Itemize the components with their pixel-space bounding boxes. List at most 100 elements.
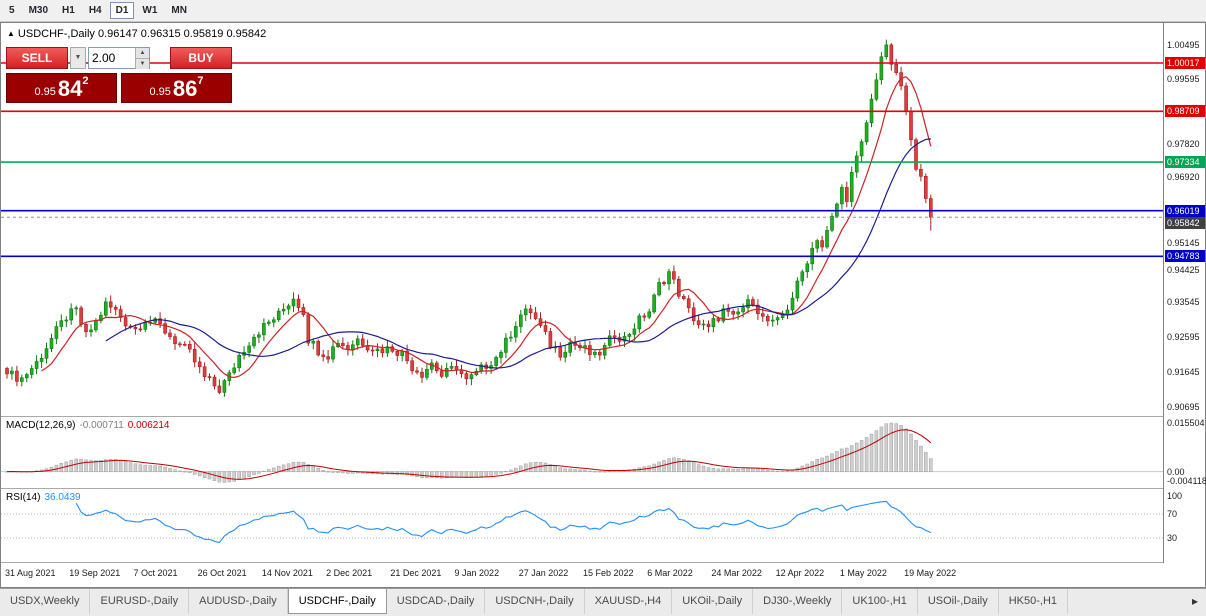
sell-price-display[interactable]: 0.95 84 2 — [6, 73, 117, 103]
macd-main-value: -0.000711 — [79, 420, 124, 431]
rsi-chart — [1, 500, 1163, 544]
tab-UK100-,H1[interactable]: UK100-,H1 — [842, 589, 918, 614]
volume-input[interactable] — [89, 48, 135, 68]
sell-price-pipette: 2 — [82, 75, 89, 87]
timeframe-button-W1[interactable]: W1 — [142, 5, 158, 16]
tab-scroll-right-icon[interactable]: ▸ — [1191, 594, 1198, 608]
buy-price-pipette: 7 — [197, 75, 204, 87]
tab-EURUSD-,Daily[interactable]: EURUSD-,Daily — [90, 589, 190, 614]
date-label: 1 May 2022 — [839, 568, 887, 578]
date-label: 21 Dec 2021 — [390, 568, 442, 578]
collapse-icon[interactable]: ▲ — [7, 29, 15, 38]
date-label: 9 Jan 2022 — [454, 568, 500, 578]
price-axis-label: 0.96920 — [1167, 172, 1200, 183]
price-axis-label: 1.00495 — [1167, 40, 1200, 51]
sell-button[interactable]: SELL — [6, 47, 68, 69]
sell-price-big-digits: 84 — [57, 76, 83, 101]
panel-separator[interactable] — [1, 416, 1205, 417]
rsi-header: RSI(14) 36.0439 — [6, 492, 81, 503]
timeframe-toolbar: 5 M30 H1 H4 D1 W1 MN — [0, 0, 1206, 22]
volume-increase-button[interactable]: ▲ — [135, 48, 149, 59]
rsi-axis-70: 70 — [1167, 509, 1178, 519]
date-label: 6 Mar 2022 — [647, 568, 693, 578]
date-label: 27 Jan 2022 — [518, 568, 569, 578]
timeframe-button-5[interactable]: 5 — [9, 5, 15, 16]
chart-title: ▲ USDCHF-,Daily 0.96147 0.96315 0.95819 0… — [7, 28, 266, 40]
price-chart-panel[interactable]: ▲ USDCHF-,Daily 0.96147 0.96315 0.95819 0… — [1, 23, 1163, 416]
tab-USDCHF-,Daily[interactable]: USDCHF-,Daily — [287, 589, 387, 614]
rsi-axis-30: 30 — [1167, 533, 1178, 543]
tab-XAUUSD-,H4[interactable]: XAUUSD-,H4 — [585, 589, 673, 614]
time-axis[interactable]: 31 Aug 2021 19 Sep 2021 7 Oct 2021 26 Oct 2… — [1, 563, 1163, 587]
rsi-panel[interactable]: RSI(14) 36.0439 — [1, 490, 1163, 562]
price-axis-label: 0.94425 — [1167, 264, 1200, 275]
macd-chart — [1, 422, 1163, 483]
macd-signal-value: 0.006214 — [127, 420, 170, 431]
price-badge-1.00017: 1.00017 — [1165, 57, 1205, 69]
price-axis-label: 0.99595 — [1167, 73, 1200, 84]
chevron-down-icon: ▼ — [74, 54, 82, 61]
macd-axis-min: -0.004118 — [1167, 476, 1206, 486]
rsi-label: RSI(14) — [6, 492, 41, 503]
tab-UKOil-,Daily[interactable]: UKOil-,Daily — [672, 589, 754, 614]
date-label: 19 May 2022 — [904, 568, 957, 578]
one-click-trading-panel: SELL ▼ ▲ ▼ BUY 0.95 84 2 — [6, 47, 232, 103]
date-label: 14 Nov 2021 — [261, 568, 313, 578]
timeframe-button-M30[interactable]: M30 — [28, 5, 49, 16]
price-badge-0.94783: 0.94783 — [1165, 250, 1205, 263]
macd-axis-max: 0.015504 — [1167, 418, 1205, 428]
date-label: 7 Oct 2021 — [133, 568, 178, 578]
price-axis-label: 0.90695 — [1167, 402, 1200, 413]
buy-price-big-digits: 86 — [172, 76, 198, 101]
volume-dropdown-button[interactable]: ▼ — [70, 47, 86, 69]
buy-button[interactable]: BUY — [170, 47, 232, 69]
timeframe-button-H4[interactable]: H4 — [88, 5, 102, 16]
panel-separator — [1, 562, 1205, 563]
price-axis-label: 0.92595 — [1167, 332, 1200, 343]
price-badge-0.98709: 0.98709 — [1165, 105, 1205, 118]
buy-price-prefix: 0.95 — [149, 86, 171, 98]
tab-USDCAD-,Daily[interactable]: USDCAD-,Daily — [387, 589, 486, 614]
tab-HK50-,H1[interactable]: HK50-,H1 — [999, 589, 1069, 614]
volume-spinbox: ▲ ▼ — [88, 47, 150, 69]
tab-USDCNH-,Daily[interactable]: USDCNH-,Daily — [485, 589, 585, 614]
date-label: 15 Feb 2022 — [582, 568, 634, 578]
date-label: 12 Apr 2022 — [775, 568, 825, 578]
price-badge-0.95842: 0.95842 — [1165, 216, 1205, 229]
candlestick-chart — [1, 39, 1163, 397]
tab-USDX,Weekly[interactable]: USDX,Weekly — [0, 589, 91, 614]
sell-price-prefix: 0.95 — [34, 86, 56, 98]
volume-decrease-button[interactable]: ▼ — [135, 59, 149, 69]
tab-USOil-,Daily[interactable]: USOil-,Daily — [918, 589, 999, 614]
tab-AUDUSD-,Daily[interactable]: AUDUSD-,Daily — [189, 589, 288, 614]
price-axis-label: 0.97820 — [1167, 139, 1200, 150]
chart-symbol-label: USDCHF-,Daily — [17, 28, 95, 40]
rsi-value: 36.0439 — [44, 492, 81, 503]
rsi-axis-100: 100 — [1167, 491, 1183, 501]
macd-panel[interactable]: MACD(12,26,9) -0.000711 0.006214 — [1, 418, 1163, 488]
chart-tab-bar: USDX,Weekly EURUSD-,Daily AUDUSD-,Daily USD… — [0, 588, 1206, 616]
volume-stepper: ▲ ▼ — [135, 48, 149, 69]
macd-header: MACD(12,26,9) -0.000711 0.006214 — [6, 420, 169, 431]
timeframe-button-D1[interactable]: D1 — [109, 2, 135, 19]
tab-DJ30-,Weekly[interactable]: DJ30-,Weekly — [753, 589, 843, 614]
date-label: 26 Oct 2021 — [197, 568, 247, 578]
date-label: 19 Sep 2021 — [69, 568, 121, 578]
price-axis-label: 0.91645 — [1167, 367, 1200, 378]
panel-separator[interactable] — [1, 488, 1205, 489]
macd-label: MACD(12,26,9) — [6, 420, 76, 431]
date-label: 24 Mar 2022 — [711, 568, 762, 578]
macd-axis-zero: 0.00 — [1167, 466, 1185, 477]
date-label: 31 Aug 2021 — [5, 568, 56, 578]
timeframe-button-MN[interactable]: MN — [171, 5, 187, 16]
chart-ohlc-values: 0.96147 0.96315 0.95819 0.95842 — [97, 28, 267, 40]
buy-price-display[interactable]: 0.95 86 7 — [121, 73, 232, 103]
price-axis-label: 0.93545 — [1167, 297, 1200, 308]
price-axis-label: 0.95145 — [1167, 237, 1200, 248]
price-badge-0.96019: 0.96019 — [1165, 204, 1205, 217]
chart-window: ▲ USDCHF-,Daily 0.96147 0.96315 0.95819 0… — [0, 22, 1206, 588]
timeframe-button-H1[interactable]: H1 — [62, 5, 75, 16]
price-badge-0.97334: 0.97334 — [1165, 156, 1205, 169]
price-axis[interactable]: 1.00495 0.99595 0.97820 0.96920 0.95145 0.944… — [1163, 23, 1206, 563]
